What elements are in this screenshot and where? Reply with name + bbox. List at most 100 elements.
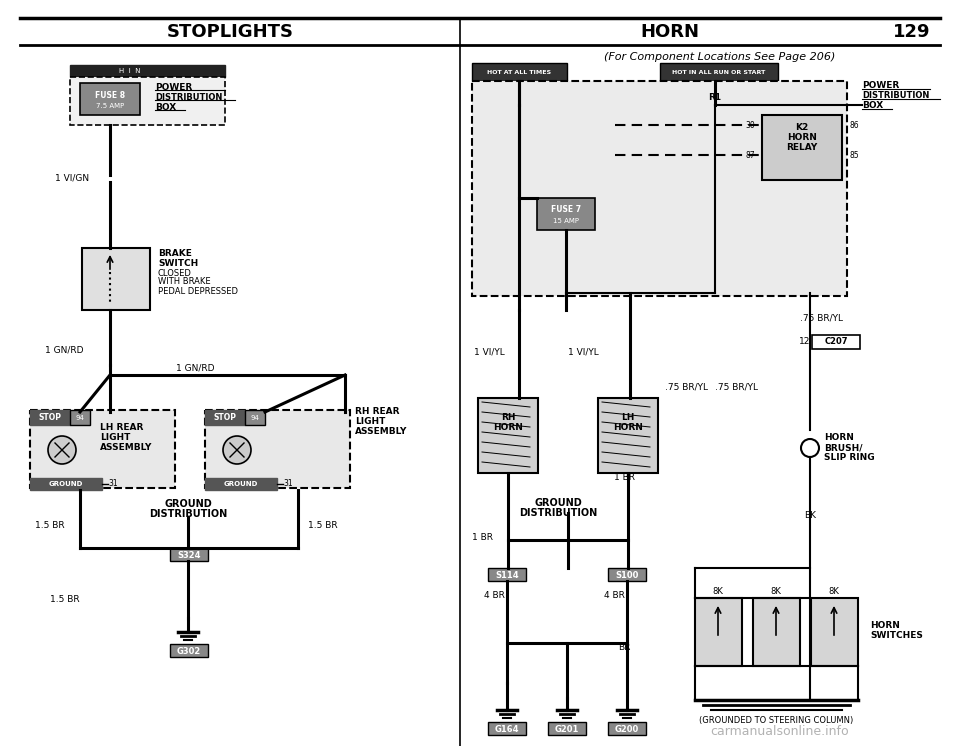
Text: HORN: HORN <box>640 23 700 41</box>
FancyBboxPatch shape <box>762 115 842 180</box>
Bar <box>80 83 140 115</box>
Text: .75 BR/YL: .75 BR/YL <box>800 313 843 322</box>
FancyBboxPatch shape <box>472 81 847 296</box>
Text: BOX: BOX <box>155 104 177 113</box>
Bar <box>537 198 595 230</box>
Text: DISTRIBUTION: DISTRIBUTION <box>518 508 597 518</box>
Text: SWITCH: SWITCH <box>158 259 199 268</box>
Bar <box>488 568 526 581</box>
Text: HOT IN ALL RUN OR START: HOT IN ALL RUN OR START <box>672 69 766 75</box>
FancyBboxPatch shape <box>695 598 742 666</box>
Text: BK: BK <box>804 510 816 519</box>
Bar <box>488 722 526 735</box>
Text: .75 BR/YL: .75 BR/YL <box>665 383 708 392</box>
Text: 4 BR: 4 BR <box>604 591 625 600</box>
Text: HOT AT ALL TIMES: HOT AT ALL TIMES <box>487 69 551 75</box>
Text: WITH BRAKE: WITH BRAKE <box>158 278 210 286</box>
Bar <box>472 63 567 81</box>
Text: 1.5 BR: 1.5 BR <box>308 521 338 530</box>
Bar <box>205 410 245 425</box>
Text: 30: 30 <box>745 121 755 130</box>
FancyBboxPatch shape <box>30 410 175 488</box>
Text: BR: BR <box>618 644 631 653</box>
Text: 86: 86 <box>850 121 859 130</box>
Text: LIGHT: LIGHT <box>100 433 131 442</box>
Bar <box>812 335 860 349</box>
Bar <box>548 722 586 735</box>
Text: STOP: STOP <box>213 413 236 422</box>
Text: 85: 85 <box>850 151 859 160</box>
FancyBboxPatch shape <box>753 598 800 666</box>
Circle shape <box>48 436 76 464</box>
Text: 8K: 8K <box>828 588 839 597</box>
Text: C207: C207 <box>825 337 848 346</box>
Text: H  I  N: H I N <box>119 68 141 74</box>
Text: FUSE 7: FUSE 7 <box>551 205 581 215</box>
Text: CLOSED: CLOSED <box>158 269 192 278</box>
Bar <box>205 478 277 490</box>
Text: SLIP RING: SLIP RING <box>824 454 875 463</box>
Text: 15 AMP: 15 AMP <box>553 218 579 224</box>
Circle shape <box>801 439 819 457</box>
Bar <box>660 63 778 81</box>
Text: 7.5 AMP: 7.5 AMP <box>96 103 124 109</box>
FancyBboxPatch shape <box>478 398 538 473</box>
Text: RH: RH <box>501 413 516 422</box>
Text: 94: 94 <box>251 415 259 421</box>
Bar <box>608 568 646 581</box>
Text: 1 VI/YL: 1 VI/YL <box>474 348 505 357</box>
Text: GROUND: GROUND <box>224 481 258 487</box>
Text: FUSE 8: FUSE 8 <box>95 92 125 101</box>
Text: STOPLIGHTS: STOPLIGHTS <box>166 23 294 41</box>
Text: RH REAR: RH REAR <box>355 407 399 416</box>
Text: BRUSH/: BRUSH/ <box>824 444 862 453</box>
Bar <box>608 722 646 735</box>
Text: 129: 129 <box>893 23 930 41</box>
Text: DISTRIBUTION: DISTRIBUTION <box>149 509 228 519</box>
Text: 1 GN/RD: 1 GN/RD <box>45 345 84 354</box>
Text: 12: 12 <box>799 337 810 346</box>
Text: G164: G164 <box>494 724 519 733</box>
Text: R1: R1 <box>708 93 722 101</box>
Text: 8K: 8K <box>712 588 724 597</box>
Text: POWER: POWER <box>862 81 900 90</box>
FancyBboxPatch shape <box>82 248 150 310</box>
Text: 31: 31 <box>108 480 118 489</box>
Text: S114: S114 <box>495 571 518 580</box>
Bar <box>70 410 90 425</box>
Text: GROUND: GROUND <box>49 481 84 487</box>
Text: HORN: HORN <box>870 621 900 630</box>
Text: G302: G302 <box>177 647 202 656</box>
Text: LH: LH <box>621 413 635 422</box>
Text: 8K: 8K <box>771 588 781 597</box>
Text: 1 VI/YL: 1 VI/YL <box>568 348 599 357</box>
Text: (GROUNDED TO STEERING COLUMN): (GROUNDED TO STEERING COLUMN) <box>699 715 853 724</box>
Text: carmanualsonline.info: carmanualsonline.info <box>710 725 850 738</box>
Bar <box>245 410 265 425</box>
Text: 4 BR: 4 BR <box>484 591 505 600</box>
Text: PEDAL DEPRESSED: PEDAL DEPRESSED <box>158 286 238 295</box>
FancyBboxPatch shape <box>811 598 858 666</box>
Text: GROUND: GROUND <box>164 499 212 509</box>
Text: 1 BR: 1 BR <box>614 474 635 483</box>
Text: DISTRIBUTION: DISTRIBUTION <box>862 92 929 101</box>
Circle shape <box>223 436 251 464</box>
Bar <box>70 65 225 77</box>
Bar <box>170 548 208 561</box>
Text: SWITCHES: SWITCHES <box>870 630 923 639</box>
Text: 1.5 BR: 1.5 BR <box>50 595 80 604</box>
Bar <box>30 410 70 425</box>
Text: 87: 87 <box>745 151 755 160</box>
Text: 1 BR: 1 BR <box>472 533 493 542</box>
FancyBboxPatch shape <box>598 398 658 473</box>
Text: BRAKE: BRAKE <box>158 249 192 259</box>
Text: BOX: BOX <box>862 101 883 110</box>
Text: HORN: HORN <box>493 424 523 433</box>
Text: HORN: HORN <box>824 433 853 442</box>
Text: 94: 94 <box>76 415 84 421</box>
Text: 1.5 BR: 1.5 BR <box>35 521 64 530</box>
Text: RELAY: RELAY <box>786 143 818 152</box>
Text: 1 VI/GN: 1 VI/GN <box>55 174 89 183</box>
Text: HORN: HORN <box>787 134 817 142</box>
Text: .75 BR/YL: .75 BR/YL <box>715 383 758 392</box>
